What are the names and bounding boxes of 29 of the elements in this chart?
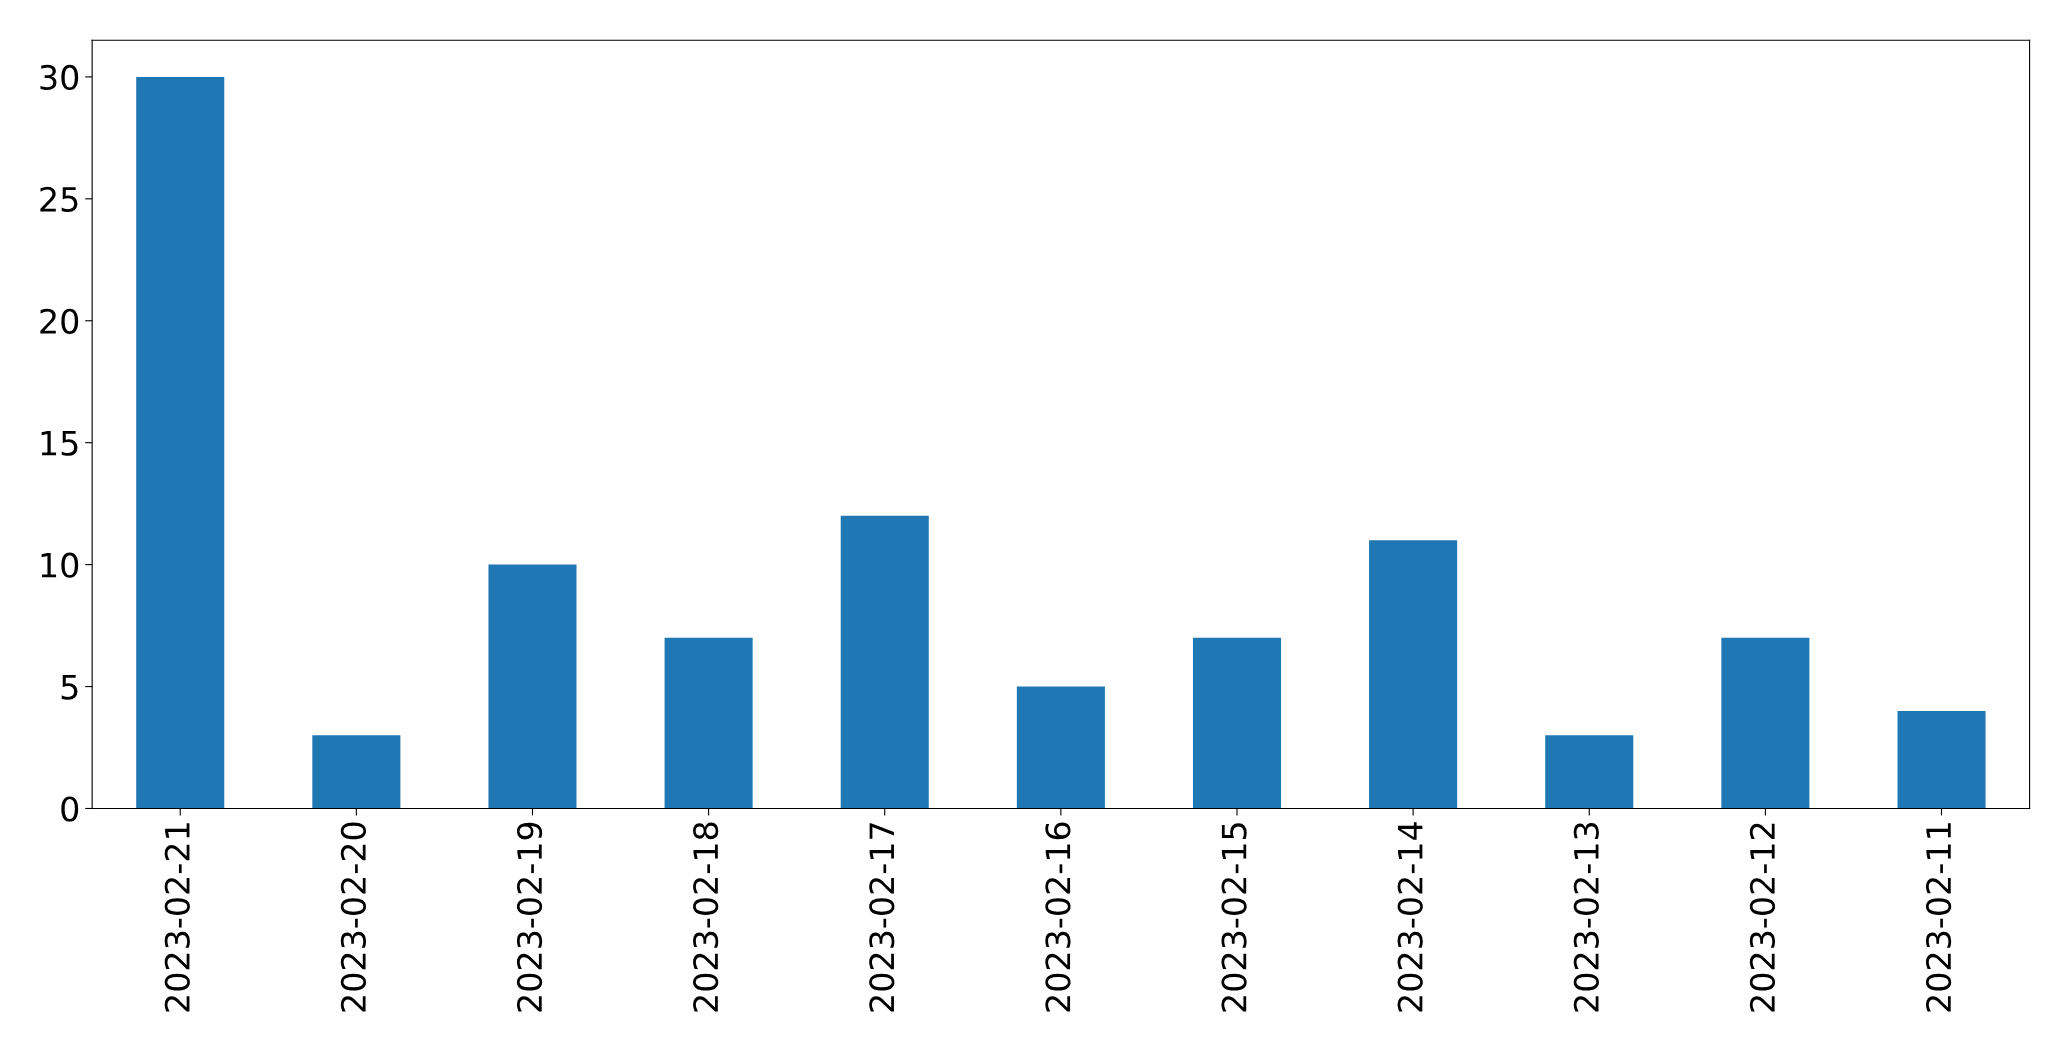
y-tick-label: 10 bbox=[41, 552, 79, 578]
x-tick-label: 2023-02-13 bbox=[1573, 822, 1599, 1012]
y-tick-label: 15 bbox=[41, 431, 78, 456]
bar bbox=[136, 76, 225, 809]
x-tick-label: 2023-02-15 bbox=[1221, 823, 1247, 1012]
bar bbox=[1545, 735, 1634, 809]
x-tick-label: 2023-02-17 bbox=[869, 823, 895, 1012]
bar bbox=[1721, 637, 1810, 809]
bar bbox=[664, 637, 753, 809]
y-tick-label: 20 bbox=[40, 308, 79, 334]
bar bbox=[1369, 540, 1458, 809]
x-tick-label: 2023-02-12 bbox=[1749, 823, 1776, 1012]
bar bbox=[1192, 637, 1282, 809]
y-tick-label: 5 bbox=[61, 674, 78, 700]
bar bbox=[488, 564, 577, 809]
x-tick-label: 2023-02-11 bbox=[1925, 823, 1952, 1012]
y-tick-label: 25 bbox=[40, 186, 78, 212]
x-tick-label: 2023-02-21 bbox=[164, 823, 190, 1012]
x-tick-label: 2023-02-16 bbox=[1045, 822, 1071, 1012]
bar bbox=[840, 515, 929, 809]
bar bbox=[1897, 710, 1986, 809]
x-tick-label: 2023-02-18 bbox=[693, 822, 719, 1012]
y-tick-label: 30 bbox=[40, 64, 79, 91]
y-tick-label: 0 bbox=[61, 796, 79, 822]
x-tick-label: 2023-02-19 bbox=[516, 822, 543, 1012]
x-tick-label: 2023-02-20 bbox=[340, 822, 367, 1012]
x-tick-label: 2023-02-14 bbox=[1397, 822, 1423, 1012]
bar bbox=[1016, 686, 1105, 809]
bar bbox=[312, 735, 401, 809]
